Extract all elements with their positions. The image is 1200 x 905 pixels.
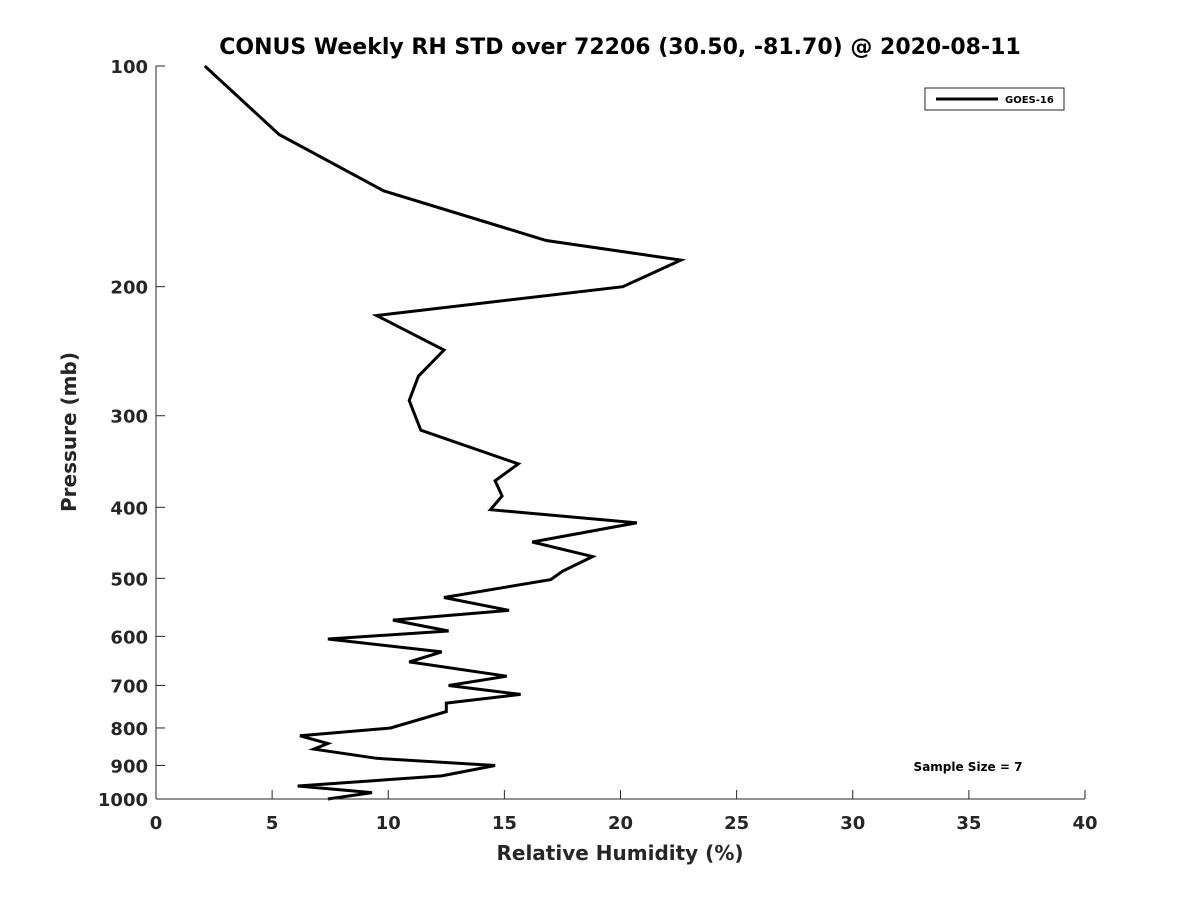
- chart-title: CONUS Weekly RH STD over 72206 (30.50, -…: [219, 35, 1020, 60]
- y-tick-label: 100: [110, 57, 148, 78]
- series-line-goes-16: [203, 64, 687, 801]
- x-tick-label: 35: [956, 813, 981, 834]
- y-tick-label: 400: [110, 498, 148, 519]
- x-tick-label: 0: [150, 813, 163, 834]
- x-tick-label: 30: [840, 813, 865, 834]
- legend: GOES-16: [924, 87, 1065, 111]
- axes: 0 5 10 15 20 25 30 35 40 100 200 300 400 500 600 700 800…: [98, 57, 1098, 834]
- y-tick-label: 200: [110, 278, 148, 299]
- x-tick-label: 10: [376, 813, 401, 834]
- legend-label-goes16: GOES-16: [1005, 95, 1054, 106]
- y-tick-label: 800: [110, 719, 148, 740]
- x-tick-label: 20: [608, 813, 633, 834]
- y-tick-label: 900: [110, 756, 148, 777]
- x-tick-label: 5: [266, 813, 279, 834]
- plot-area: [203, 64, 687, 801]
- y-axis-label: Pressure (mb): [57, 352, 81, 512]
- y-tick-label: 700: [110, 676, 148, 697]
- sample-size-annotation: Sample Size = 7: [914, 760, 1023, 774]
- y-tick-label: 1000: [98, 790, 148, 811]
- x-tick-label: 25: [724, 813, 749, 834]
- y-tick-label: 600: [110, 627, 148, 648]
- x-tick-label: 15: [492, 813, 517, 834]
- x-tick-label: 40: [1072, 813, 1097, 834]
- y-tick-label: 500: [110, 569, 148, 590]
- y-tick-label: 300: [110, 407, 148, 428]
- x-axis-label: Relative Humidity (%): [496, 841, 743, 865]
